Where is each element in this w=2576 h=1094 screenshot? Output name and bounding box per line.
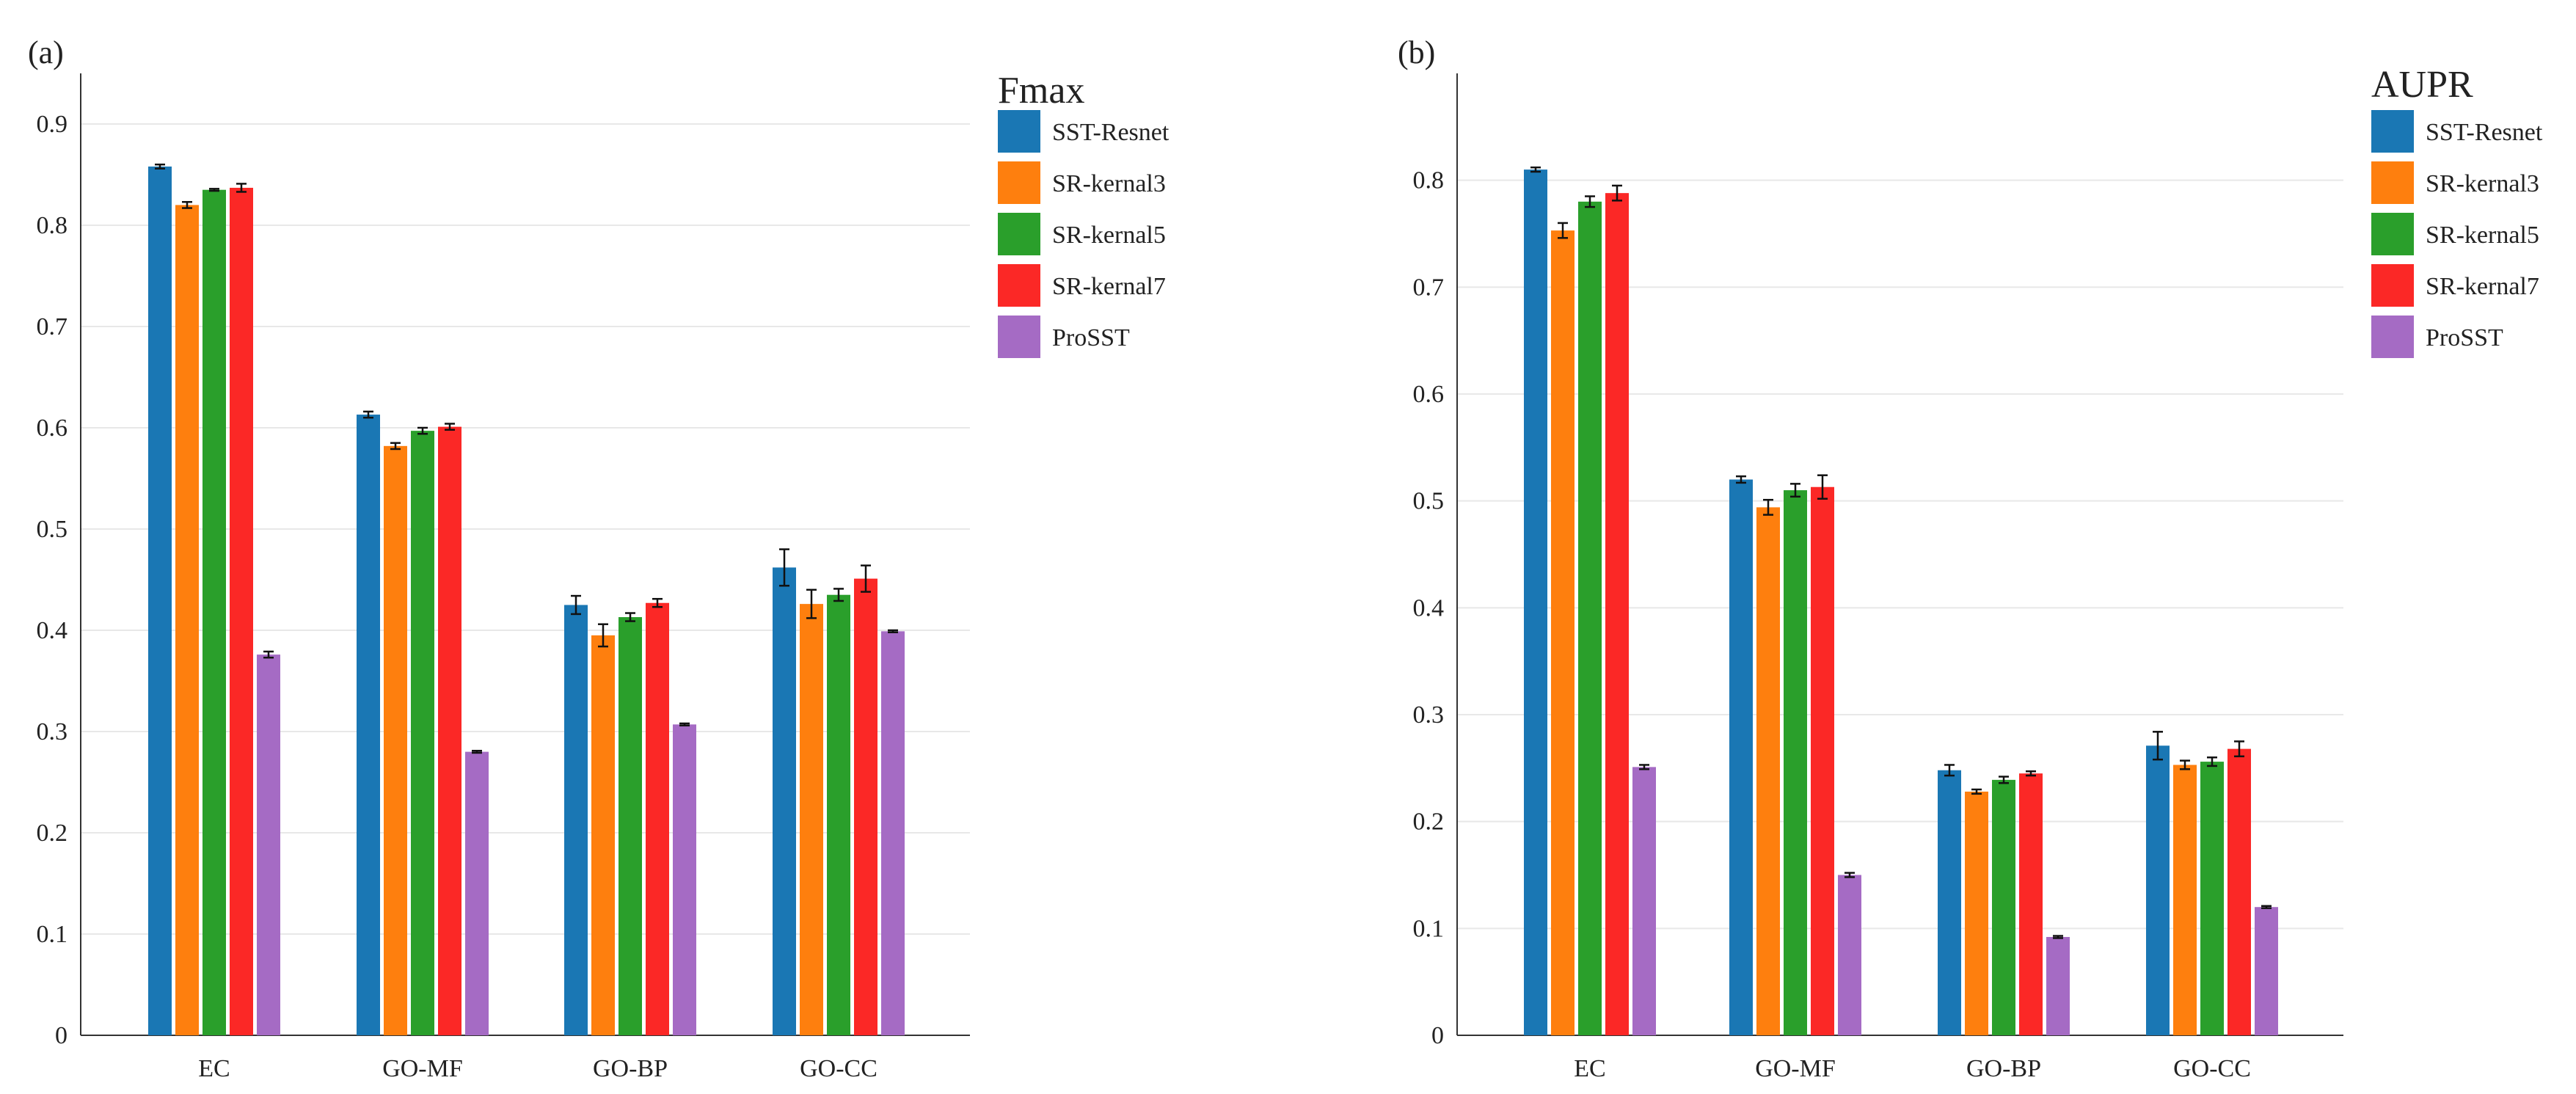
bar [1811,486,1834,1035]
bar [1965,791,1988,1035]
legend-label: SR-kernal7 [2426,273,2539,300]
y-tick-label: 0.4 [1413,594,1445,621]
x-tick-label: GO-BP [593,1055,668,1082]
bar [646,602,669,1035]
bar [202,189,226,1036]
bar [564,605,588,1035]
bar [1605,193,1629,1035]
chart-panel-fmax: (a) 0 0.1 0.2 0.3 0.4 0.5 0.6 0.7 0.8 0.9 EC GO-MF GO… [28,34,1170,1082]
x-tick-label: EC [198,1055,230,1082]
x-tick-label: GO-BP [1966,1055,2041,1082]
legend-label: SST-Resnet [1052,119,1170,146]
bar [148,166,172,1036]
legend-title: Fmax [998,70,1084,112]
bar [1524,169,1547,1036]
bar [2173,765,2197,1035]
bar [257,654,280,1035]
bar [465,751,489,1035]
bar [827,594,850,1035]
bar [2200,762,2224,1035]
bar [591,635,615,1035]
x-tick-label: EC [1574,1055,1605,1082]
x-tick-label: GO-MF [1755,1055,1836,1082]
bar [2046,936,2070,1035]
y-tick-label: 0.7 [37,313,68,340]
y-tick-label: 0.6 [1413,381,1445,408]
y-tick-label: 0.3 [37,718,68,745]
bar [175,205,199,1035]
legend-label: ProSST [1052,324,1130,351]
legend-title: AUPR [2371,64,2473,106]
bar [1729,479,1753,1035]
bar [1632,767,1656,1035]
y-tick-label: 0.6 [37,415,68,442]
bar [854,578,877,1035]
bar [619,617,642,1035]
legend-label: ProSST [2426,324,2503,351]
legend-label: SR-kernal3 [2426,170,2539,197]
bar [411,431,434,1035]
bar [230,187,253,1036]
bar [1838,875,1861,1035]
y-tick-label: 0.7 [1413,274,1445,301]
chart-panel-aupr: (b) 0 0.1 0.2 0.3 0.4 0.5 0.6 0.7 0.8 EC GO-MF GO-BP… [1398,34,2543,1082]
legend-swatch [2371,161,2414,204]
bar [2146,745,2170,1035]
panel-label: (a) [28,34,64,70]
legend-label: SR-kernal7 [1052,273,1166,300]
y-tick-label: 0.2 [1413,809,1445,836]
legend-swatch [2371,110,2414,153]
y-tick-label: 0.8 [37,212,68,239]
legend-swatch [998,316,1040,358]
legend-swatch [2371,264,2414,307]
legend-swatch [998,161,1040,204]
y-tick-label: 0.3 [1413,701,1445,729]
legend-swatch [998,110,1040,153]
y-tick-label: 0.1 [1413,915,1445,942]
legend-swatch [998,264,1040,307]
y-tick-label: 0.5 [1413,488,1445,515]
legend-swatch [2371,316,2414,358]
bar [384,445,407,1035]
legend-label: SR-kernal5 [2426,222,2539,249]
bar [773,567,796,1035]
y-tick-label: 0.5 [37,516,68,543]
bar [1578,201,1602,1035]
bar [1938,770,1961,1035]
legend-swatch [2371,213,2414,255]
bar [881,631,905,1035]
bar [2019,773,2043,1035]
bar [2227,748,2251,1035]
y-tick-label: 0.9 [37,111,68,138]
panel-label: (b) [1398,34,1435,70]
bar [438,426,461,1035]
legend-swatch [998,213,1040,255]
y-tick-label: 0.2 [37,820,68,847]
bar [357,415,380,1035]
legend-label: SR-kernal3 [1052,170,1166,197]
y-tick-label: 0.8 [1413,167,1445,194]
bar [1551,230,1575,1035]
bar [2255,907,2278,1035]
bar [1784,490,1807,1035]
y-tick-label: 0 [1431,1022,1444,1049]
y-tick-label: 0.4 [37,617,68,644]
legend-label: SR-kernal5 [1052,222,1166,249]
x-tick-label: GO-MF [382,1055,463,1082]
x-tick-label: GO-CC [800,1055,877,1082]
x-tick-label: GO-CC [2173,1055,2251,1082]
y-tick-label: 0.1 [37,921,68,948]
bar [800,604,823,1035]
y-tick-label: 0 [55,1022,67,1049]
bar [1756,507,1780,1035]
legend-label: SST-Resnet [2426,119,2543,146]
bar [1992,779,2015,1035]
bar [673,724,696,1035]
